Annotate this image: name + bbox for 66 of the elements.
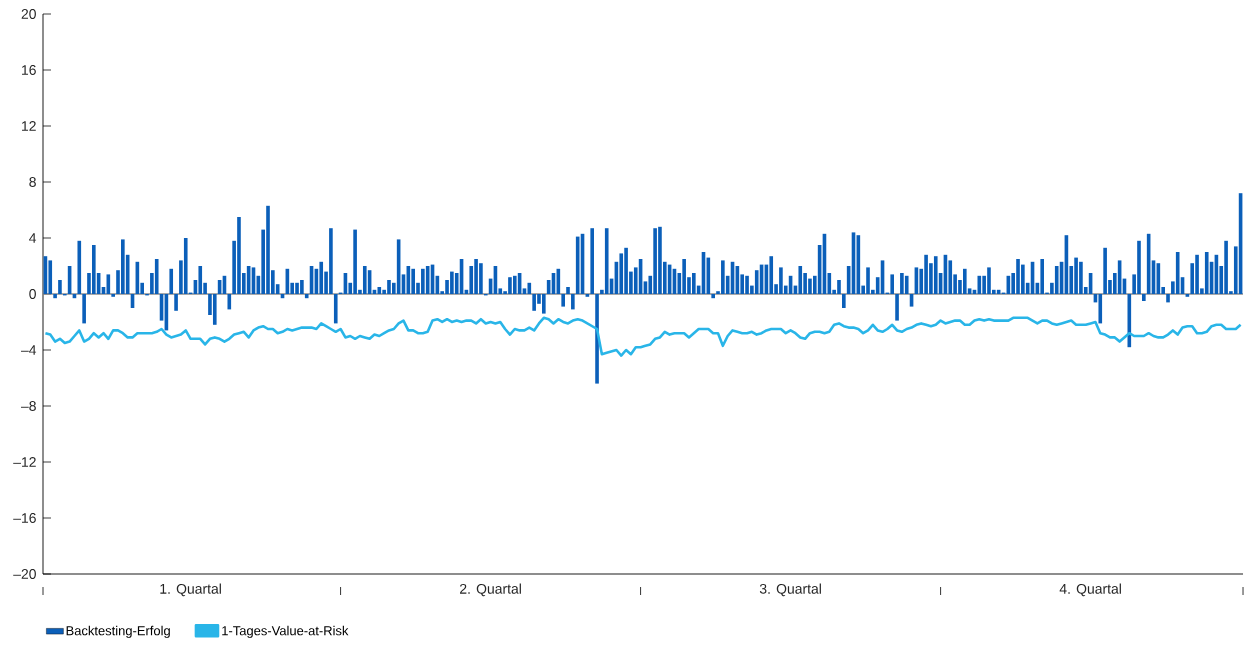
- legend-label: 1-Tages-Value-at-Risk: [222, 625, 349, 638]
- bar: [1166, 294, 1170, 303]
- y-tick-label: –20: [13, 569, 36, 579]
- bar: [169, 268, 174, 294]
- bar: [962, 268, 967, 294]
- bar: [604, 228, 609, 294]
- bar: [895, 294, 899, 321]
- bar: [890, 274, 895, 294]
- bar: [585, 294, 590, 297]
- bar: [319, 261, 324, 294]
- y-tick-label: 4: [29, 233, 37, 243]
- bar: [425, 266, 430, 294]
- legend-label: Backtesting-Erfolg: [66, 625, 170, 638]
- bar: [333, 294, 338, 324]
- bar: [571, 294, 575, 310]
- y-tick-label: –8: [20, 401, 36, 411]
- y-tick-label: –12: [13, 457, 36, 467]
- y-tick-label: 0: [29, 289, 36, 299]
- bar: [527, 282, 532, 294]
- bar: [595, 294, 599, 384]
- bar: [53, 294, 57, 299]
- bar: [154, 259, 159, 294]
- bar: [111, 294, 115, 297]
- y-tick-label: 20: [21, 9, 36, 19]
- bar: [377, 287, 382, 294]
- bar: [566, 287, 570, 294]
- bar: [590, 228, 595, 294]
- bar: [183, 238, 188, 294]
- bar: [798, 266, 803, 294]
- bar: [769, 256, 774, 294]
- bar: [1040, 259, 1045, 294]
- bar: [1204, 252, 1209, 294]
- bar: [561, 294, 565, 307]
- bar: [58, 280, 62, 294]
- bar: [48, 260, 53, 294]
- y-tick-label: –16: [13, 513, 36, 523]
- bar: [1142, 294, 1146, 301]
- bar: [842, 294, 846, 308]
- bar: [1185, 294, 1190, 297]
- bar: [82, 294, 86, 324]
- y-tick-label: 12: [22, 121, 36, 131]
- bar: [575, 236, 580, 294]
- x-tick-label: 3. Quartal: [759, 583, 821, 597]
- x-tick-label: 2. Quartal: [460, 583, 521, 597]
- y-tick-label: 8: [29, 177, 36, 187]
- bar: [512, 275, 517, 294]
- y-tick-label: –4: [20, 345, 37, 355]
- bar: [904, 275, 909, 294]
- bar: [977, 275, 982, 294]
- bar: [212, 294, 217, 325]
- bar: [77, 240, 82, 294]
- bar: [91, 245, 96, 294]
- bar: [304, 294, 309, 299]
- x-tick-label: 1. Quartal: [160, 583, 221, 597]
- bar: [933, 256, 938, 294]
- bar: [227, 294, 232, 310]
- bar: [174, 294, 178, 311]
- bar: [711, 294, 715, 299]
- bar: [1127, 294, 1132, 348]
- bar: [1175, 252, 1180, 294]
- y-tick-label: 16: [22, 65, 36, 75]
- x-tick-label: 4. Quartal: [1059, 583, 1121, 597]
- bar: [362, 266, 367, 294]
- bar: [1054, 266, 1059, 294]
- bar: [198, 266, 203, 294]
- bar: [1098, 294, 1103, 324]
